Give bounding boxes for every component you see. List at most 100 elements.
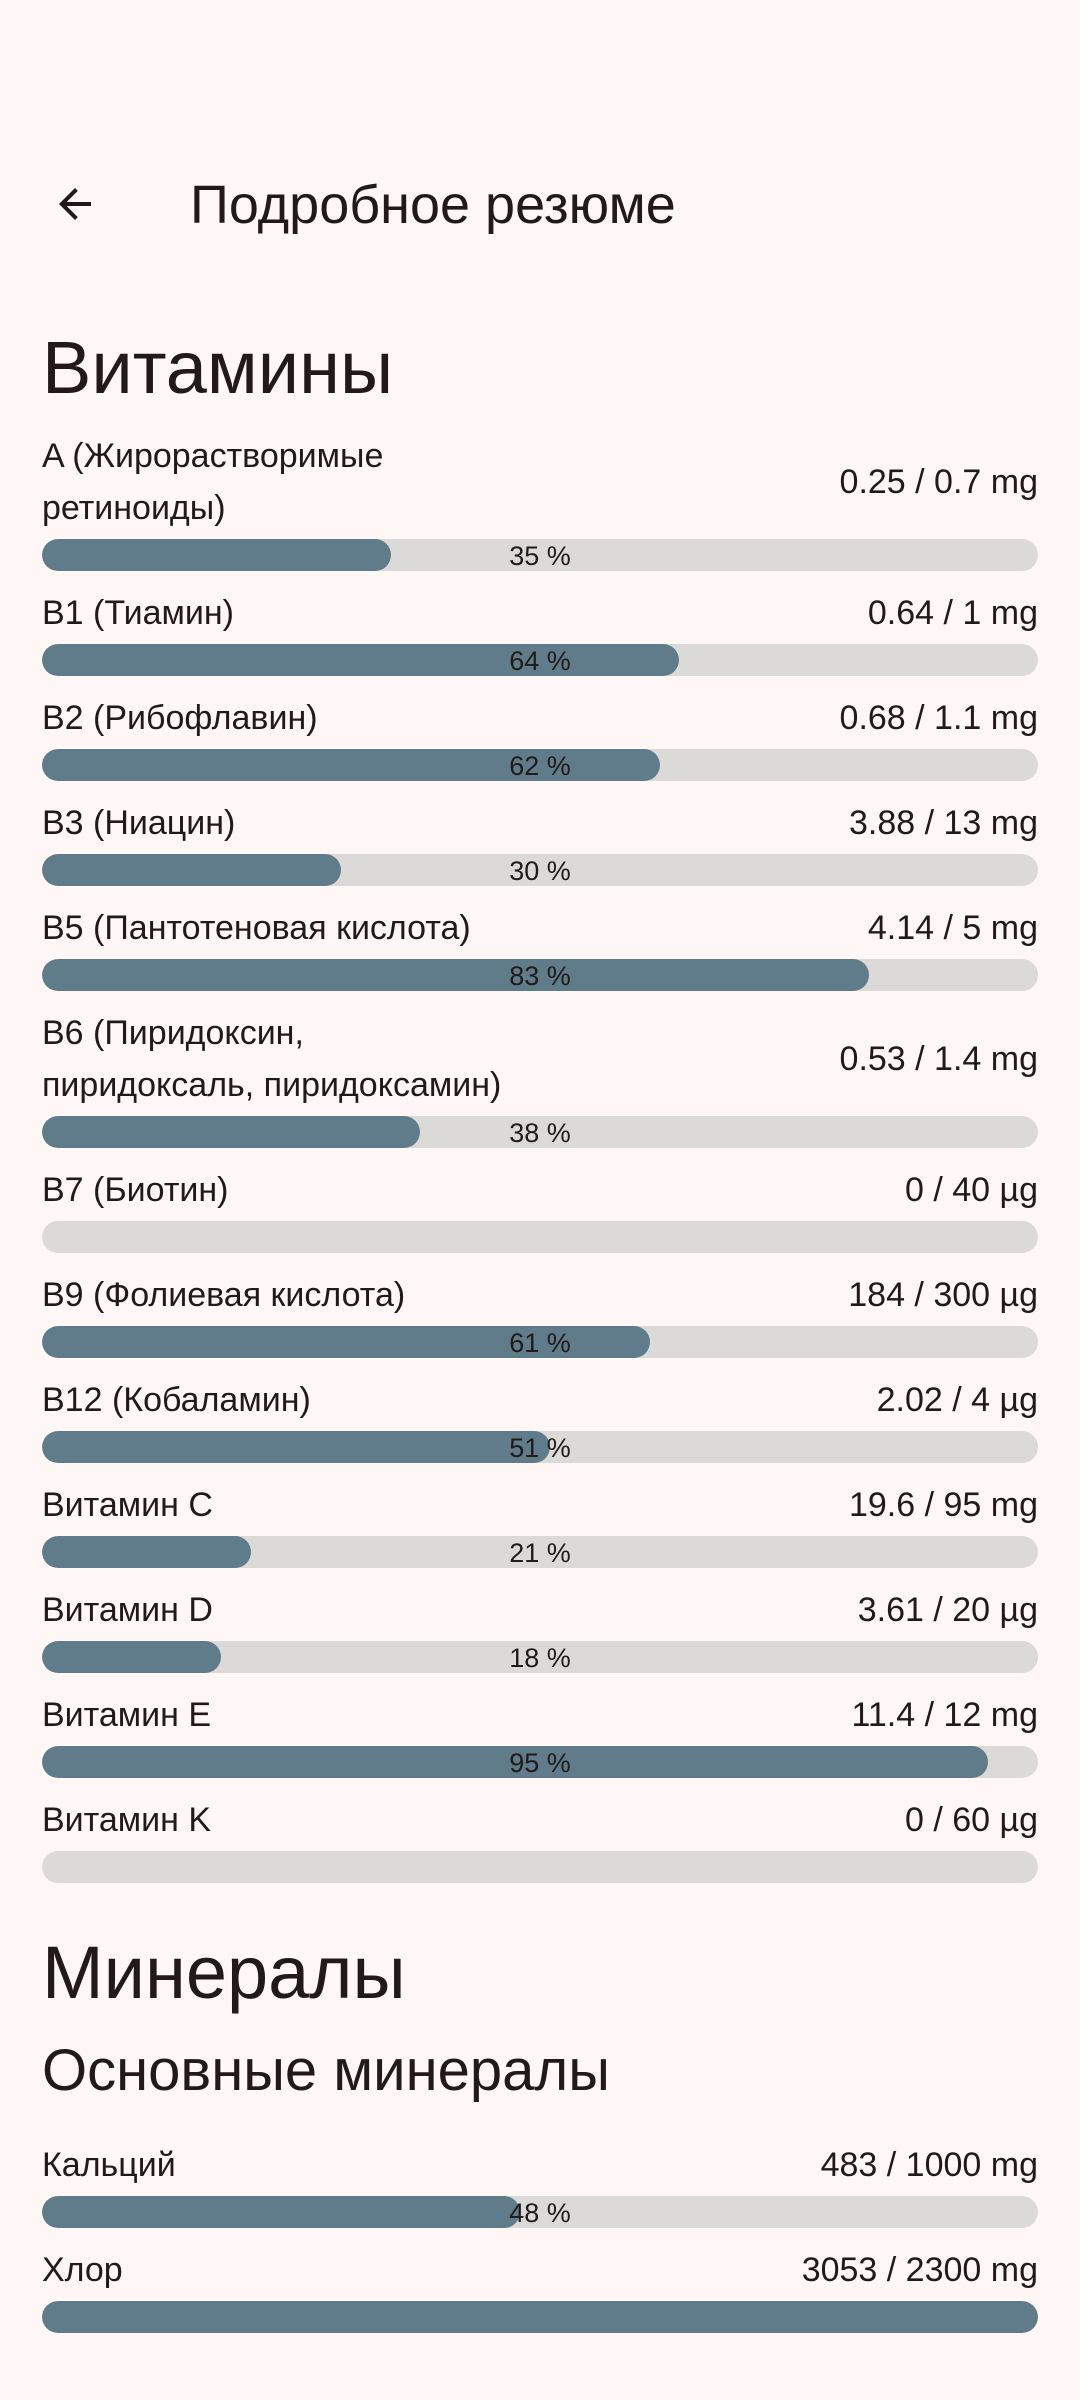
progress-bar-fill <box>42 959 869 991</box>
progress-bar: 38 % <box>42 1116 1038 1148</box>
nutrient-name: B1 (Тиамин) <box>42 594 234 632</box>
nutrient-amount: 3.88 / 13 mg <box>848 804 1038 842</box>
progress-bar: 18 % <box>42 1641 1038 1673</box>
nutrient-name: A (Жирорастворимые ретиноиды) <box>42 437 384 527</box>
nutrient-row-header: B5 (Пантотеновая кислота) 4.14 / 5 mg <box>42 902 1038 954</box>
nutrient-name: B5 (Пантотеновая кислота) <box>42 909 471 947</box>
nutrient-row-header: Витамин E 11.4 / 12 mg <box>42 1689 1038 1741</box>
nutrient-row-header: B2 (Рибофлавин) 0.68 / 1.1 mg <box>42 692 1038 744</box>
nutrient-row: B5 (Пантотеновая кислота) 4.14 / 5 mg 83 % <box>42 902 1038 991</box>
nutrient-row: Хлор 3053 / 2300 mg <box>42 2244 1038 2333</box>
progress-bar-fill <box>42 1536 252 1568</box>
nutrient-amount: 0 / 40 µg <box>904 1171 1038 1209</box>
nutrient-row: B2 (Рибофлавин) 0.68 / 1.1 mg 62 % <box>42 692 1038 781</box>
progress-percent-label: 51 % <box>509 1433 571 1463</box>
summary-content: Витамины A (Жирорастворимые ретиноиды) 0.… <box>42 318 1038 2349</box>
nutrient-row: Витамин E 11.4 / 12 mg 95 % <box>42 1689 1038 1778</box>
progress-bar: 30 % <box>42 854 1038 886</box>
progress-bar <box>42 1851 1038 1883</box>
progress-bar: 21 % <box>42 1536 1038 1568</box>
minerals-section-title: Минералы <box>42 1931 406 2014</box>
nutrient-row-header: Витамин C 19.6 / 95 mg <box>42 1479 1038 1531</box>
progress-percent-label: 83 % <box>509 961 571 991</box>
nutrient-amount: 184 / 300 µg <box>848 1276 1038 1314</box>
progress-bar-fill <box>42 539 391 571</box>
nutrient-row-header: A (Жирорастворимые ретиноиды) 0.25 / 0.7 … <box>42 430 1038 534</box>
nutrient-name: Витамин E <box>42 1696 212 1734</box>
progress-bar-fill <box>42 1326 650 1358</box>
progress-percent-label: 30 % <box>509 856 571 886</box>
progress-percent-label: 38 % <box>509 1118 571 1148</box>
progress-bar <box>42 1221 1038 1253</box>
vitamins-section-title: Витамины <box>42 326 394 409</box>
nutrient-row-header: B12 (Кобаламин) 2.02 / 4 µg <box>42 1374 1038 1426</box>
progress-percent-label: 35 % <box>509 541 571 571</box>
progress-bar-fill <box>42 1116 421 1148</box>
progress-bar <box>42 2301 1038 2333</box>
nutrient-name: Хлор <box>42 2251 123 2289</box>
nutrient-row-header: B1 (Тиамин) 0.64 / 1 mg <box>42 587 1038 639</box>
progress-bar-fill <box>42 1641 222 1673</box>
nutrient-row: B1 (Тиамин) 0.64 / 1 mg 64 % <box>42 587 1038 676</box>
minerals-list: Кальций 483 / 1000 mg 48 % Хлор 3053 / 2300 … <box>42 2139 1038 2333</box>
progress-bar: 61 % <box>42 1326 1038 1358</box>
nutrient-name: Кальций <box>42 2146 176 2184</box>
progress-bar-fill <box>42 644 680 676</box>
progress-percent-label: 18 % <box>509 1643 571 1673</box>
nutrient-row: B6 (Пиридоксин, пиридоксаль, пиридоксами… <box>42 1007 1038 1148</box>
progress-percent-label: 48 % <box>509 2198 571 2228</box>
nutrient-row: Витамин D 3.61 / 20 µg 18 % <box>42 1584 1038 1673</box>
nutrient-amount: 3.61 / 20 µg <box>857 1591 1038 1629</box>
nutrient-amount: 4.14 / 5 mg <box>867 909 1038 947</box>
arrow-back-icon <box>59 188 91 220</box>
progress-bar: 83 % <box>42 959 1038 991</box>
nutrient-amount: 0.68 / 1.1 mg <box>839 699 1038 737</box>
progress-percent-label: 62 % <box>509 751 571 781</box>
nutrient-row-header: B6 (Пиридоксин, пиридоксаль, пиридоксами… <box>42 1007 1038 1111</box>
nutrient-row: A (Жирорастворимые ретиноиды) 0.25 / 0.7 … <box>42 430 1038 571</box>
nutrient-amount: 19.6 / 95 mg <box>848 1486 1038 1524</box>
progress-bar: 48 % <box>42 2196 1038 2228</box>
top-app-bar: Подробное резюме <box>0 140 1080 270</box>
nutrient-row: B3 (Ниацин) 3.88 / 13 mg 30 % <box>42 797 1038 886</box>
nutrient-amount: 0.25 / 0.7 mg <box>839 463 1038 501</box>
nutrient-row-header: Хлор 3053 / 2300 mg <box>42 2244 1038 2296</box>
progress-bar-fill <box>42 2196 521 2228</box>
nutrient-name: Витамин K <box>42 1801 212 1839</box>
progress-bar-fill <box>42 854 341 886</box>
progress-bar-fill <box>42 749 660 781</box>
progress-percent-label: 21 % <box>509 1538 571 1568</box>
nutrient-row-header: Кальций 483 / 1000 mg <box>42 2139 1038 2191</box>
nutrient-row-header: B9 (Фолиевая кислота) 184 / 300 µg <box>42 1269 1038 1321</box>
nutrient-name: Витамин C <box>42 1486 213 1524</box>
nutrient-name: B6 (Пиридоксин, пиридоксаль, пиридоксами… <box>42 1014 502 1104</box>
progress-percent-label: 95 % <box>509 1748 571 1778</box>
nutrient-amount: 11.4 / 12 mg <box>851 1696 1039 1734</box>
progress-percent-label: 64 % <box>509 646 571 676</box>
progress-bar: 51 % <box>42 1431 1038 1463</box>
nutrient-row: B9 (Фолиевая кислота) 184 / 300 µg 61 % <box>42 1269 1038 1358</box>
vitamins-list: A (Жирорастворимые ретиноиды) 0.25 / 0.7 … <box>42 430 1038 1883</box>
progress-bar: 62 % <box>42 749 1038 781</box>
nutrient-amount: 3053 / 2300 mg <box>801 2251 1038 2289</box>
nutrient-name: B9 (Фолиевая кислота) <box>42 1276 406 1314</box>
progress-bar: 64 % <box>42 644 1038 676</box>
nutrient-row: Витамин C 19.6 / 95 mg 21 % <box>42 1479 1038 1568</box>
progress-bar-fill <box>42 1746 989 1778</box>
nutrient-name: B7 (Биотин) <box>42 1171 229 1209</box>
progress-bar: 95 % <box>42 1746 1038 1778</box>
nutrient-name: B2 (Рибофлавин) <box>42 699 318 737</box>
nutrient-row: Кальций 483 / 1000 mg 48 % <box>42 2139 1038 2228</box>
nutrient-amount: 2.02 / 4 µg <box>876 1381 1038 1419</box>
nutrient-name: Витамин D <box>42 1591 213 1629</box>
nutrient-name: B3 (Ниацин) <box>42 804 236 842</box>
progress-percent-label: 61 % <box>509 1328 571 1358</box>
nutrient-amount: 0 / 60 µg <box>904 1801 1038 1839</box>
nutrient-row-header: B7 (Биотин) 0 / 40 µg <box>42 1164 1038 1216</box>
nutrient-amount: 483 / 1000 mg <box>820 2146 1038 2184</box>
nutrient-amount: 0.53 / 1.4 mg <box>839 1040 1038 1078</box>
nutrient-amount: 0.64 / 1 mg <box>867 594 1038 632</box>
nutrient-name: B12 (Кобаламин) <box>42 1381 311 1419</box>
progress-bar: 35 % <box>42 539 1038 571</box>
back-button[interactable] <box>42 171 108 237</box>
